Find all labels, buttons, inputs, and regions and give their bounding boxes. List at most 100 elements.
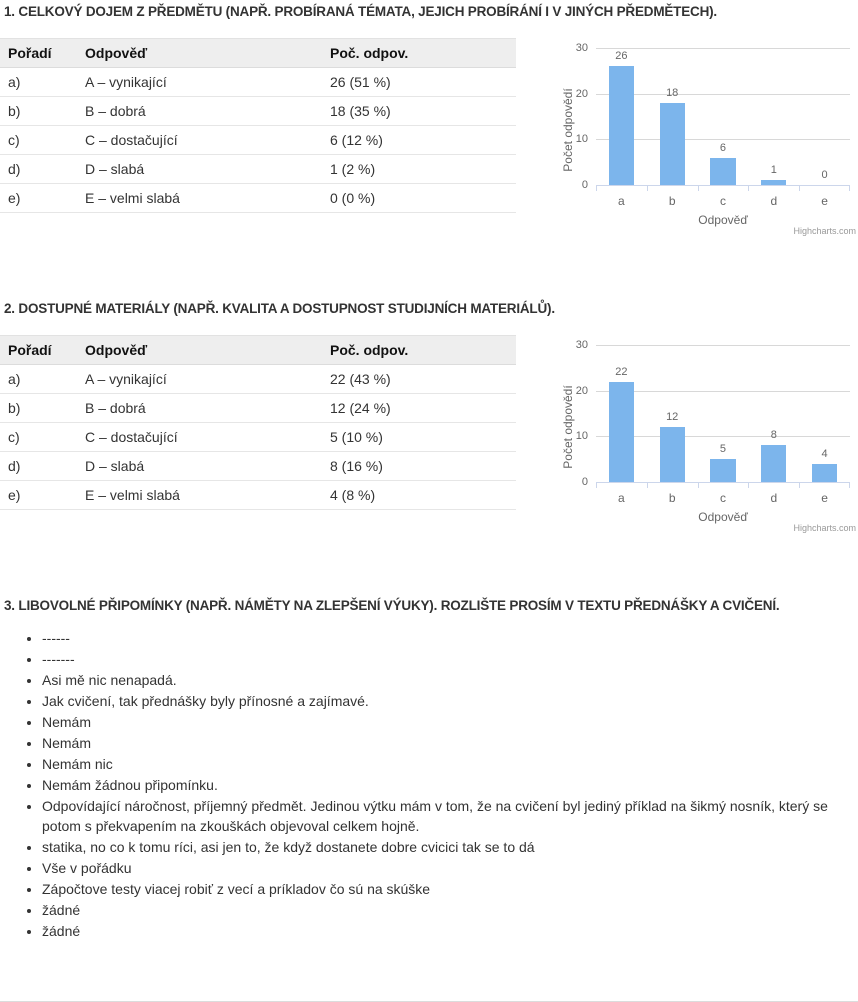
x-axis-category-label: b <box>668 491 676 505</box>
x-axis-category-label: d <box>770 491 778 505</box>
table-cell: A – vynikající <box>77 364 322 394</box>
bar-data-label: 8 <box>770 429 777 442</box>
x-axis-tick <box>799 185 801 191</box>
x-axis-category-label: e <box>821 491 828 505</box>
table-row: d) D – slabá 8 (16 %) <box>0 451 516 481</box>
x-axis-tick <box>646 482 648 488</box>
x-axis-tick <box>646 185 648 191</box>
table-cell: d) <box>0 451 77 481</box>
table-cell: 22 (43 %) <box>322 364 516 394</box>
table-cell: B – dobrá <box>77 96 322 126</box>
y-axis-title: Počet odpovědí <box>561 88 575 172</box>
question-section-3: 3. LIBOVOLNÉ PŘIPOMÍNKY (NAPŘ. NÁMĚTY NA… <box>0 597 858 941</box>
bar-data-label: 6 <box>719 141 727 154</box>
x-axis-tick <box>748 482 750 488</box>
x-axis-tick <box>697 482 699 488</box>
gridline <box>596 139 850 141</box>
x-axis-tick <box>849 185 850 191</box>
comment-item: Nemám žádnou připomínku. <box>42 775 842 795</box>
column-header-answer: Odpověď <box>77 38 322 68</box>
bar-chart: Počet odpovědí 0 10 20 30 26 a 18 b 6 c 1 d 0 e Odpověď… <box>556 30 858 240</box>
x-axis-line <box>596 482 850 483</box>
table-header-row: Pořadí Odpověď Poč. odpov. <box>0 38 516 68</box>
question-section-2: 2. DOSTUPNÉ MATERIÁLY (NAPŘ. KVALITA A D… <box>0 300 858 537</box>
question-body: Pořadí Odpověď Poč. odpov. a) A – vynikaj… <box>0 38 858 240</box>
table-row: d) D – slabá 1 (2 %) <box>0 154 516 184</box>
bar <box>761 445 787 482</box>
question-title: 3. LIBOVOLNÉ PŘIPOMÍNKY (NAPŘ. NÁMĚTY NA… <box>4 598 780 613</box>
table-cell: A – vynikající <box>77 67 322 97</box>
gridline <box>596 436 850 438</box>
question-body: Pořadí Odpověď Poč. odpov. a) A – vynikaj… <box>0 335 858 537</box>
bar-data-label: 4 <box>821 447 828 460</box>
gridline <box>596 93 850 95</box>
table-cell: a) <box>0 364 77 394</box>
x-axis-tick <box>596 482 597 488</box>
table-cell: B – dobrá <box>77 393 322 423</box>
column-header-answer: Odpověď <box>77 335 322 365</box>
bar <box>710 157 736 185</box>
comment-item: žádné <box>42 900 842 920</box>
comment-item: Odpovídající náročnost, příjemný předmět… <box>42 796 842 836</box>
table-cell: c) <box>0 125 77 155</box>
x-axis-tick <box>799 482 801 488</box>
table-cell: e) <box>0 183 77 213</box>
highcharts-credits-link[interactable]: Highcharts.com <box>793 523 856 533</box>
x-axis-category-label: c <box>719 491 726 505</box>
bar <box>659 427 685 482</box>
comment-item: Nemám <box>42 712 842 732</box>
x-axis-title: Odpověď <box>698 213 748 227</box>
table-row: e) E – velmi slabá 4 (8 %) <box>0 480 516 510</box>
table-row: e) E – velmi slabá 0 (0 %) <box>0 183 516 213</box>
table-cell: D – slabá <box>77 154 322 184</box>
comment-item: Nemám <box>42 733 842 753</box>
column-header-order: Pořadí <box>0 335 77 365</box>
table-cell: C – dostačující <box>77 422 322 452</box>
bar-data-label: 0 <box>821 169 828 181</box>
table-row: a) A – vynikající 26 (51 %) <box>0 67 516 97</box>
x-axis-tick <box>849 482 850 488</box>
table-row: c) C – dostačující 6 (12 %) <box>0 125 516 155</box>
table-cell: D – slabá <box>77 451 322 481</box>
question-title: 2. DOSTUPNÉ MATERIÁLY (NAPŘ. KVALITA A D… <box>4 301 555 316</box>
y-axis-tick-label: 10 <box>575 133 588 146</box>
y-axis-tick-label: 0 <box>581 476 588 488</box>
bar-data-label: 26 <box>615 50 628 63</box>
table-cell: 26 (51 %) <box>322 67 516 97</box>
bar-data-label: 5 <box>719 443 727 456</box>
comments-list: -------------Asi mě nic nenapadá.Jak cvi… <box>0 628 858 941</box>
table-cell: 8 (16 %) <box>322 451 516 481</box>
survey-results-page: { "sections": [ { "title": "1. CELKOVÝ D… <box>0 0 858 943</box>
column-header-count: Poč. odpov. <box>322 38 516 68</box>
bar <box>811 463 838 482</box>
question-section-1: 1. CELKOVÝ DOJEM Z PŘEDMĚTU (NAPŘ. PROBÍ… <box>0 3 858 240</box>
bar <box>710 459 736 482</box>
x-axis-line <box>596 185 850 186</box>
column-header-order: Pořadí <box>0 38 77 68</box>
table-cell: d) <box>0 154 77 184</box>
comment-item: žádné <box>42 921 842 941</box>
table-cell: e) <box>0 480 77 510</box>
table-cell: b) <box>0 393 77 423</box>
table-cell: 4 (8 %) <box>322 480 516 510</box>
gridline <box>596 48 850 49</box>
gridline <box>596 390 850 392</box>
y-axis-title: Počet odpovědí <box>561 385 575 469</box>
highcharts-credits-link[interactable]: Highcharts.com <box>793 226 856 236</box>
bar-data-label: 18 <box>666 86 679 99</box>
results-table: Pořadí Odpověď Poč. odpov. a) A – vynikaj… <box>0 38 516 213</box>
x-axis-tick <box>748 185 750 191</box>
comment-item: ------ <box>42 628 842 648</box>
x-axis-category-label: c <box>719 194 726 208</box>
x-axis-category-label: b <box>668 194 676 208</box>
table-cell: 0 (0 %) <box>322 183 516 213</box>
bar-chart: Počet odpovědí 0 10 20 30 22 a 12 b 5 c 8 d 4 e Odpověď… <box>556 327 858 537</box>
bar-data-label: 12 <box>666 411 679 424</box>
comment-item: Asi mě nic nenapadá. <box>42 670 842 690</box>
y-axis-tick-label: 30 <box>575 42 588 54</box>
x-axis-category-label: e <box>821 194 828 208</box>
y-axis-tick-label: 20 <box>575 384 588 397</box>
results-table: Pořadí Odpověď Poč. odpov. a) A – vynikaj… <box>0 335 516 510</box>
x-axis-category-label: a <box>618 194 625 208</box>
